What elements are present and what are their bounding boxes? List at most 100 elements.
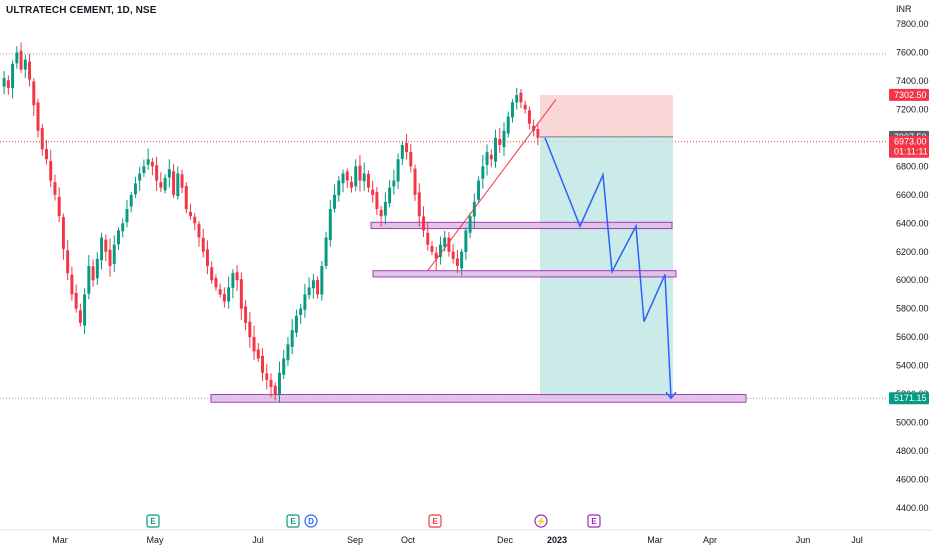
candle-body (303, 294, 307, 310)
candle-body (532, 125, 536, 131)
candle-body (2, 78, 6, 87)
candle-body (422, 216, 425, 231)
y-tick-label: 4800.00 (896, 446, 929, 456)
candle-body (231, 273, 235, 288)
y-tick-label: 5000.00 (896, 418, 929, 428)
candle-body (66, 250, 70, 274)
y-tick-label: 5400.00 (896, 361, 929, 371)
candle-body (40, 128, 44, 150)
candle-body (19, 50, 23, 70)
candle-body (375, 192, 379, 210)
candle-body (337, 180, 341, 196)
price-tag (889, 392, 929, 405)
candle-body (316, 279, 320, 295)
candle-body (341, 173, 345, 184)
candle-body (506, 116, 510, 134)
candle-body (201, 237, 205, 252)
candle-body (383, 201, 387, 216)
event-marker (146, 514, 160, 528)
candle-body (447, 237, 451, 252)
candle-body (515, 95, 519, 103)
candle-body (265, 373, 269, 380)
y-tick-label: 6400.00 (896, 218, 929, 228)
price-tag (889, 88, 929, 101)
y-tick-label: 7200.00 (896, 104, 929, 114)
candle-body (83, 294, 87, 326)
candle-body (434, 252, 438, 259)
candle-body (53, 182, 57, 195)
candle-body (489, 154, 493, 160)
candle-body (15, 52, 19, 64)
candle-body (133, 183, 137, 195)
candle-body (239, 279, 243, 309)
candle-body (477, 180, 481, 200)
x-tick-label: Oct (401, 535, 416, 545)
event-label: E (591, 517, 597, 526)
candle-body (417, 192, 421, 217)
candle-body (536, 128, 540, 138)
event-label: E (150, 517, 156, 526)
candle-body (400, 145, 404, 159)
candle-body (371, 189, 375, 195)
candle-body (311, 280, 315, 289)
projection-arrow (665, 391, 677, 400)
candle-body (125, 209, 129, 223)
candle-body (455, 258, 459, 266)
event-label: E (290, 517, 296, 526)
candle-body (282, 358, 286, 375)
candle-body (248, 321, 252, 338)
candle-body (189, 211, 192, 217)
support-zone (372, 270, 677, 278)
candle-body (142, 166, 146, 173)
x-tick-label: 2023 (547, 535, 567, 545)
candle-body (36, 102, 40, 131)
candle-body (57, 196, 61, 217)
price-tag-label: 5171.15 (894, 393, 927, 403)
candle-body (121, 223, 125, 232)
candle-body (167, 169, 171, 178)
candle-body (481, 166, 485, 179)
candle-body (261, 355, 265, 373)
currency-label: INR (896, 4, 912, 14)
candle-body (388, 187, 392, 204)
candle-body (426, 232, 430, 245)
candle-body (197, 223, 201, 238)
y-tick-label: 6000.00 (896, 275, 929, 285)
candle-body (320, 266, 324, 295)
candle-body (44, 148, 48, 160)
candle-body (443, 237, 447, 248)
candle-body (519, 92, 523, 103)
x-tick-label: Mar (52, 535, 68, 545)
candle-body (49, 161, 53, 181)
candle-body (498, 139, 502, 145)
price-tag-label: 6973.00 (894, 137, 927, 147)
candle-body (70, 274, 74, 295)
price-tag-label: 7302.50 (894, 90, 927, 100)
trend-line (427, 99, 557, 271)
candle-body (350, 181, 353, 188)
event-marker (304, 514, 318, 528)
candle-body (23, 59, 27, 70)
y-tick-label: 4600.00 (896, 475, 929, 485)
candle-body (104, 239, 108, 252)
candle-body (396, 159, 400, 182)
event-label: ⚡ (536, 516, 546, 526)
y-tick-label: 5800.00 (896, 304, 929, 314)
x-tick-label: May (146, 535, 164, 545)
candle-body (180, 174, 184, 188)
candle-body (277, 372, 281, 395)
candle-body (299, 308, 303, 315)
candle-body (95, 258, 99, 279)
candle-body (6, 80, 10, 89)
price-tag-countdown: 01:11:11 (894, 147, 928, 157)
candle-body (117, 230, 120, 245)
candle-body (244, 306, 248, 323)
candle-body (205, 249, 209, 266)
candle-body (138, 173, 142, 181)
x-tick-label: Jul (851, 535, 863, 545)
candle-body (252, 336, 256, 352)
candle-body (451, 251, 455, 259)
candle-body (409, 151, 413, 167)
y-tick-label: 6800.00 (896, 161, 929, 171)
